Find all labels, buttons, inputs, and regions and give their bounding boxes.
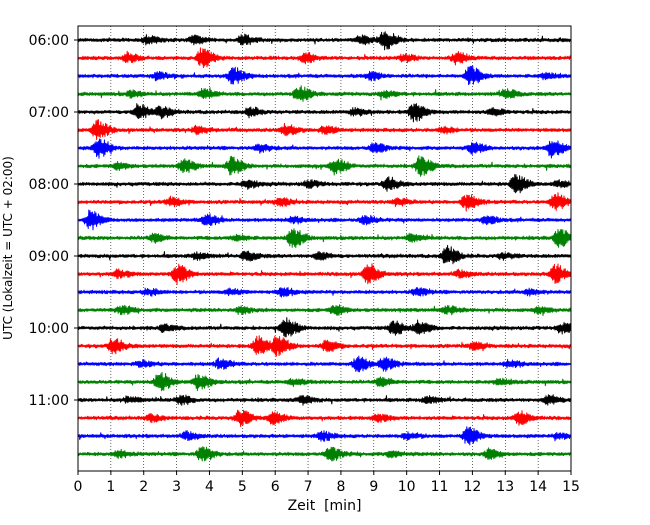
x-tick-label: 10 <box>398 479 416 495</box>
seismic-trace <box>77 103 572 123</box>
x-tick-label: 14 <box>529 479 547 495</box>
grid <box>110 26 539 471</box>
seismic-trace <box>77 228 572 248</box>
seismic-trace <box>77 335 572 357</box>
seismic-trace <box>77 446 572 462</box>
x-tick-label: 3 <box>172 479 181 495</box>
x-tick-label: 1 <box>106 479 115 495</box>
seismic-trace <box>77 155 572 177</box>
x-tick-label: 13 <box>496 479 514 495</box>
x-tick-label: 12 <box>463 479 481 495</box>
seismic-trace <box>77 263 572 286</box>
x-axis: 0 1 2 3 4 5 6 7 8 9 10 11 12 13 14 15 <box>74 471 580 495</box>
seismic-trace <box>77 47 572 69</box>
seismic-trace <box>77 394 572 406</box>
seismic-trace <box>77 409 572 427</box>
seismic-traces <box>77 31 572 462</box>
seismic-trace <box>77 304 572 317</box>
x-tick-label: 9 <box>369 479 378 495</box>
x-tick-label: 5 <box>238 479 247 495</box>
y-axis: 06:00 07:00 08:00 09:00 10:00 11:00 <box>29 33 78 409</box>
seismic-trace <box>77 65 572 86</box>
x-tick-label: 8 <box>336 479 345 495</box>
x-axis-title: Zeit [min] <box>288 498 362 514</box>
x-tick-label: 0 <box>74 479 83 495</box>
y-tick-label: 11:00 <box>29 393 69 409</box>
x-tick-label: 4 <box>205 479 214 495</box>
y-tick-label: 06:00 <box>29 33 69 49</box>
plot-background <box>78 26 571 471</box>
seismic-trace <box>77 209 572 231</box>
y-tick-label: 08:00 <box>29 177 69 193</box>
seismic-trace <box>77 317 572 338</box>
seismic-trace <box>77 174 572 194</box>
seismic-trace <box>77 287 572 298</box>
seismic-trace <box>77 31 572 51</box>
y-tick-label: 09:00 <box>29 249 69 265</box>
x-tick-label: 7 <box>304 479 313 495</box>
seismic-trace <box>77 371 572 392</box>
seismic-trace <box>77 426 572 446</box>
seismic-trace <box>77 85 572 102</box>
seismic-trace <box>77 244 572 265</box>
seismic-trace <box>77 355 572 373</box>
x-tick-label: 11 <box>431 479 449 495</box>
seismic-trace <box>77 192 572 212</box>
y-tick-label: 10:00 <box>29 321 69 337</box>
seismic-trace <box>77 119 572 140</box>
y-axis-title: UTC (Lokalzeit = UTC + 02:00) <box>1 156 15 340</box>
x-tick-label: 2 <box>139 479 148 495</box>
x-tick-label: 15 <box>562 479 580 495</box>
y-tick-label: 07:00 <box>29 105 69 121</box>
seismic-trace <box>77 138 572 159</box>
x-tick-label: 6 <box>271 479 280 495</box>
plot-frame <box>77 25 572 472</box>
